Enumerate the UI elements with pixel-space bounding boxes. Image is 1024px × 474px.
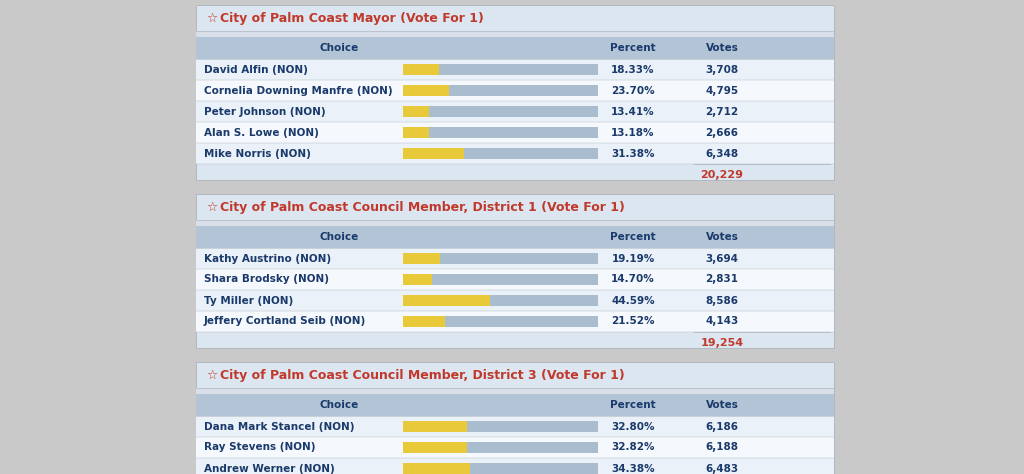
FancyBboxPatch shape: [403, 295, 598, 306]
FancyBboxPatch shape: [196, 80, 834, 101]
Text: Shara Brodsky (NON): Shara Brodsky (NON): [204, 274, 329, 284]
FancyBboxPatch shape: [196, 31, 834, 37]
Text: 2,831: 2,831: [706, 274, 738, 284]
Text: City of Palm Coast Council Member, District 3 (Vote For 1): City of Palm Coast Council Member, Distr…: [220, 368, 625, 382]
Text: 44.59%: 44.59%: [611, 295, 654, 306]
Text: 3,694: 3,694: [706, 254, 738, 264]
Text: Votes: Votes: [706, 400, 738, 410]
Text: 21.52%: 21.52%: [611, 317, 654, 327]
Text: 6,348: 6,348: [706, 148, 738, 158]
Text: ☆: ☆: [206, 368, 217, 382]
FancyBboxPatch shape: [403, 253, 440, 264]
Text: Votes: Votes: [706, 43, 738, 53]
Text: 14.70%: 14.70%: [611, 274, 655, 284]
Text: Jeffery Cortland Seib (NON): Jeffery Cortland Seib (NON): [204, 317, 367, 327]
FancyBboxPatch shape: [196, 388, 834, 394]
FancyBboxPatch shape: [196, 290, 834, 311]
Text: Choice: Choice: [319, 232, 359, 242]
FancyBboxPatch shape: [403, 442, 598, 453]
Text: 32.82%: 32.82%: [611, 443, 654, 453]
FancyBboxPatch shape: [403, 148, 464, 159]
FancyBboxPatch shape: [196, 226, 834, 248]
FancyBboxPatch shape: [196, 269, 834, 290]
Text: Choice: Choice: [319, 400, 359, 410]
FancyBboxPatch shape: [403, 127, 429, 138]
FancyBboxPatch shape: [403, 106, 598, 117]
FancyBboxPatch shape: [403, 85, 598, 96]
FancyBboxPatch shape: [403, 442, 467, 453]
FancyBboxPatch shape: [196, 311, 834, 332]
Text: Alan S. Lowe (NON): Alan S. Lowe (NON): [204, 128, 318, 137]
FancyBboxPatch shape: [196, 416, 834, 437]
FancyBboxPatch shape: [196, 220, 834, 226]
Text: 18.33%: 18.33%: [611, 64, 654, 74]
FancyBboxPatch shape: [196, 143, 834, 164]
FancyBboxPatch shape: [403, 463, 598, 474]
Text: City of Palm Coast Mayor (Vote For 1): City of Palm Coast Mayor (Vote For 1): [220, 11, 484, 25]
Text: Dana Mark Stancel (NON): Dana Mark Stancel (NON): [204, 421, 354, 431]
FancyBboxPatch shape: [403, 274, 598, 285]
FancyBboxPatch shape: [196, 362, 834, 474]
Text: Percent: Percent: [610, 400, 655, 410]
Text: David Alfin (NON): David Alfin (NON): [204, 64, 308, 74]
FancyBboxPatch shape: [403, 253, 598, 264]
Text: Votes: Votes: [706, 232, 738, 242]
Text: ☆: ☆: [206, 201, 217, 213]
FancyBboxPatch shape: [196, 194, 834, 348]
FancyBboxPatch shape: [196, 5, 834, 180]
Text: 4,143: 4,143: [706, 317, 738, 327]
Text: Mike Norris (NON): Mike Norris (NON): [204, 148, 311, 158]
FancyBboxPatch shape: [403, 295, 489, 306]
FancyBboxPatch shape: [403, 127, 598, 138]
Text: 23.70%: 23.70%: [611, 85, 654, 95]
FancyBboxPatch shape: [196, 37, 834, 59]
FancyBboxPatch shape: [403, 316, 445, 327]
FancyBboxPatch shape: [196, 59, 834, 80]
Text: 4,795: 4,795: [706, 85, 738, 95]
FancyBboxPatch shape: [403, 316, 598, 327]
Text: Peter Johnson (NON): Peter Johnson (NON): [204, 107, 326, 117]
FancyBboxPatch shape: [196, 458, 834, 474]
FancyBboxPatch shape: [403, 106, 429, 117]
FancyBboxPatch shape: [403, 85, 450, 96]
Text: 19,254: 19,254: [700, 338, 743, 348]
FancyBboxPatch shape: [403, 64, 598, 75]
Text: 3,708: 3,708: [706, 64, 738, 74]
FancyBboxPatch shape: [403, 274, 432, 285]
FancyBboxPatch shape: [403, 421, 467, 432]
FancyBboxPatch shape: [403, 64, 438, 75]
Text: 13.18%: 13.18%: [611, 128, 654, 137]
Text: 34.38%: 34.38%: [611, 464, 654, 474]
Text: 32.80%: 32.80%: [611, 421, 654, 431]
Text: 2,666: 2,666: [706, 128, 738, 137]
FancyBboxPatch shape: [196, 101, 834, 122]
Text: 31.38%: 31.38%: [611, 148, 654, 158]
Text: Ray Stevens (NON): Ray Stevens (NON): [204, 443, 315, 453]
FancyBboxPatch shape: [403, 463, 470, 474]
Text: Percent: Percent: [610, 232, 655, 242]
Text: Ty Miller (NON): Ty Miller (NON): [204, 295, 293, 306]
Text: 19.19%: 19.19%: [611, 254, 654, 264]
FancyBboxPatch shape: [403, 148, 598, 159]
Text: Percent: Percent: [610, 43, 655, 53]
Text: City of Palm Coast Council Member, District 1 (Vote For 1): City of Palm Coast Council Member, Distr…: [220, 201, 625, 213]
Text: Cornelia Downing Manfre (NON): Cornelia Downing Manfre (NON): [204, 85, 392, 95]
FancyBboxPatch shape: [196, 122, 834, 143]
FancyBboxPatch shape: [403, 421, 598, 432]
FancyBboxPatch shape: [196, 437, 834, 458]
Text: 2,712: 2,712: [706, 107, 738, 117]
Text: Kathy Austrino (NON): Kathy Austrino (NON): [204, 254, 331, 264]
Text: ☆: ☆: [206, 11, 217, 25]
Text: Andrew Werner (NON): Andrew Werner (NON): [204, 464, 335, 474]
Text: 13.41%: 13.41%: [611, 107, 654, 117]
Text: 6,186: 6,186: [706, 421, 738, 431]
Text: 8,586: 8,586: [706, 295, 738, 306]
Text: 20,229: 20,229: [700, 170, 743, 180]
Text: 6,483: 6,483: [706, 464, 738, 474]
Text: 6,188: 6,188: [706, 443, 738, 453]
FancyBboxPatch shape: [196, 248, 834, 269]
FancyBboxPatch shape: [196, 394, 834, 416]
Text: Choice: Choice: [319, 43, 359, 53]
